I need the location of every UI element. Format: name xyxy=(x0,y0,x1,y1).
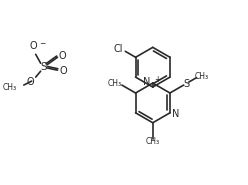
Text: N: N xyxy=(143,77,151,87)
Text: S: S xyxy=(40,62,47,72)
Text: CH₃: CH₃ xyxy=(3,83,17,92)
Text: O: O xyxy=(59,51,66,60)
Text: +: + xyxy=(154,75,161,84)
Text: S: S xyxy=(183,79,189,89)
Text: O: O xyxy=(60,66,67,76)
Text: −: − xyxy=(39,39,45,48)
Text: CH₃: CH₃ xyxy=(108,79,122,88)
Text: N: N xyxy=(172,109,179,119)
Text: CH₃: CH₃ xyxy=(195,72,209,81)
Text: Cl: Cl xyxy=(114,44,123,54)
Text: CH₃: CH₃ xyxy=(146,137,160,146)
Text: O: O xyxy=(27,77,34,87)
Text: O: O xyxy=(30,41,37,51)
